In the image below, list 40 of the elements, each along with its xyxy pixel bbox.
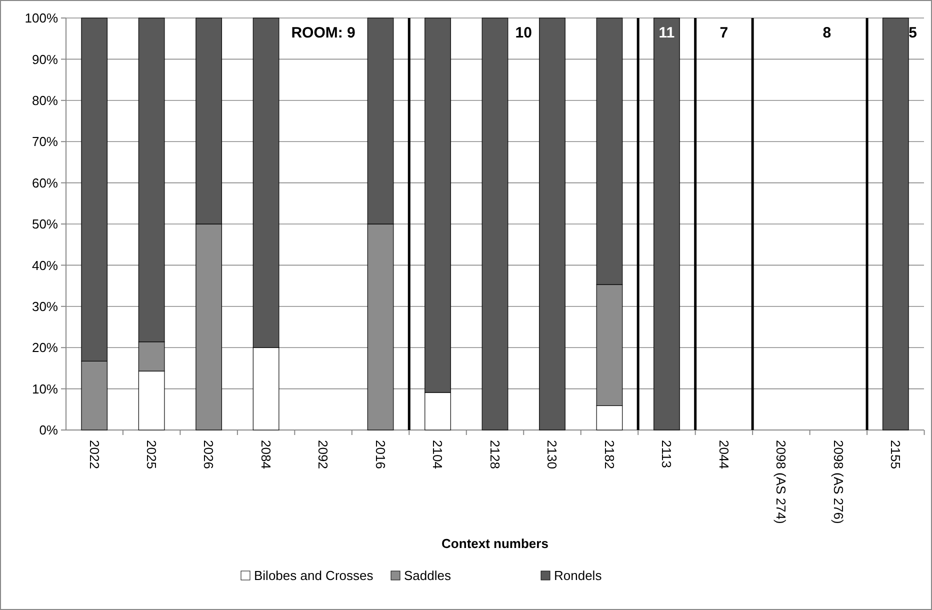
x-tick-label: 2084 <box>258 440 274 469</box>
y-tick-label: 10% <box>32 381 58 396</box>
bar <box>482 18 508 430</box>
y-tick-label: 80% <box>32 92 58 108</box>
y-tick-label: 60% <box>32 175 58 190</box>
x-tick-label: 2113 <box>659 440 674 468</box>
x-tick-label: 2130 <box>544 440 560 469</box>
x-tick-label: 2104 <box>430 440 446 469</box>
legend-label: Rondels <box>554 568 602 583</box>
annotation: 10 <box>515 24 532 42</box>
x-tick-label: 2155 <box>888 440 904 469</box>
x-tick-label: 2022 <box>86 440 102 469</box>
x-tick-label: 2025 <box>144 440 160 469</box>
x-tick-label: 2044 <box>716 440 732 469</box>
legend-label: Bilobes and Crosses <box>254 568 374 583</box>
annotation: ROOM: 9 <box>291 24 356 42</box>
annotation: 5 <box>908 24 918 42</box>
x-tick-label: 2098 (AS 274) <box>774 440 789 524</box>
x-tick-label: 2026 <box>201 440 216 469</box>
x-tick-label: 2182 <box>602 440 617 469</box>
bar <box>654 18 680 430</box>
annotation: 8 <box>822 24 832 42</box>
bar <box>539 18 566 430</box>
y-tick-label: 50% <box>32 216 58 232</box>
x-tick-label: 2098 (AS 276) <box>830 440 846 524</box>
x-tick-label: 2016 <box>372 440 388 469</box>
x-tick-label: 2128 <box>487 440 502 469</box>
y-tick-label: 100% <box>24 10 58 26</box>
y-tick-label: 90% <box>32 52 58 67</box>
legend-label: Saddles <box>404 568 452 583</box>
y-tick-label: 70% <box>32 134 58 150</box>
y-tick-label: 30% <box>32 298 58 314</box>
annotation: 7 <box>720 24 728 42</box>
y-tick-label: 40% <box>32 258 58 273</box>
y-tick-label: 20% <box>32 340 58 356</box>
bar <box>882 18 909 430</box>
y-tick-label: 0% <box>39 422 58 438</box>
annotation: 11 <box>658 24 675 42</box>
x-axis-title: Context numbers <box>442 536 548 551</box>
x-tick-label: 2092 <box>316 440 331 469</box>
